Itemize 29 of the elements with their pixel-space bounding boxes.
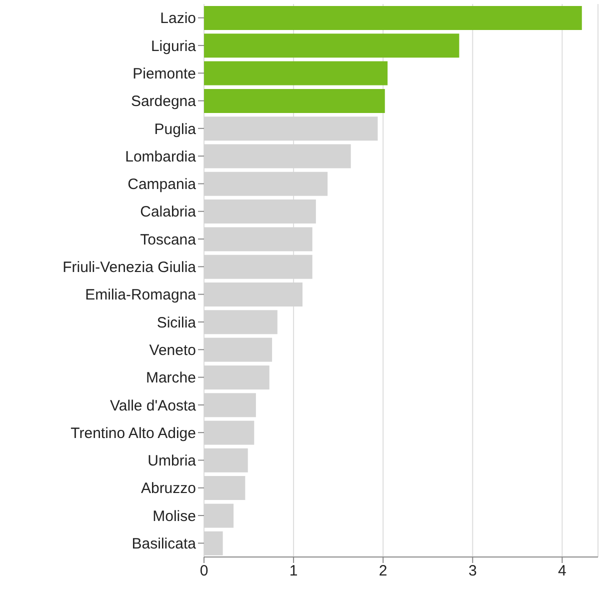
y-tick-label: Trentino Alto Adige	[70, 424, 196, 442]
y-tick-label: Friuli-Venezia Giulia	[62, 259, 197, 276]
y-tick-label: Emilia-Romagna	[85, 286, 197, 304]
y-tick-label: Sardegna	[130, 93, 197, 110]
y-tick-label: Umbria	[148, 452, 197, 470]
y-tick-label: Lombardia	[125, 148, 197, 166]
x-tick-label: 0	[200, 562, 208, 580]
y-tick-label: Basilicata	[132, 536, 197, 552]
bar	[204, 88, 385, 113]
x-tick-label: 2	[378, 562, 388, 580]
y-tick-label: Liguria	[150, 38, 197, 55]
y-tick-label: Valle d'Aosta	[110, 397, 197, 414]
bar	[204, 34, 460, 58]
x-tick-label: 3	[468, 562, 477, 580]
y-tick-label: Molise	[152, 508, 196, 525]
y-tick-label: Marche	[146, 370, 196, 387]
bar	[204, 6, 582, 30]
y-tick-label: Lazio	[160, 10, 196, 28]
y-tick-label: Veneto	[149, 342, 196, 359]
x-tick-label: 1	[289, 562, 298, 580]
y-tick-label: Toscana	[140, 231, 197, 248]
y-tick-label: Puglia	[154, 120, 197, 138]
y-tick-label: Abruzzo	[140, 480, 196, 498]
y-tick-label: Sicilia	[156, 314, 197, 332]
y-tick-label: Campania	[128, 176, 197, 194]
bar	[204, 61, 388, 86]
y-tick-label: Piemonte	[132, 65, 196, 82]
x-tick-label: 4	[558, 562, 566, 580]
y-tick-label: Calabria	[140, 204, 197, 221]
